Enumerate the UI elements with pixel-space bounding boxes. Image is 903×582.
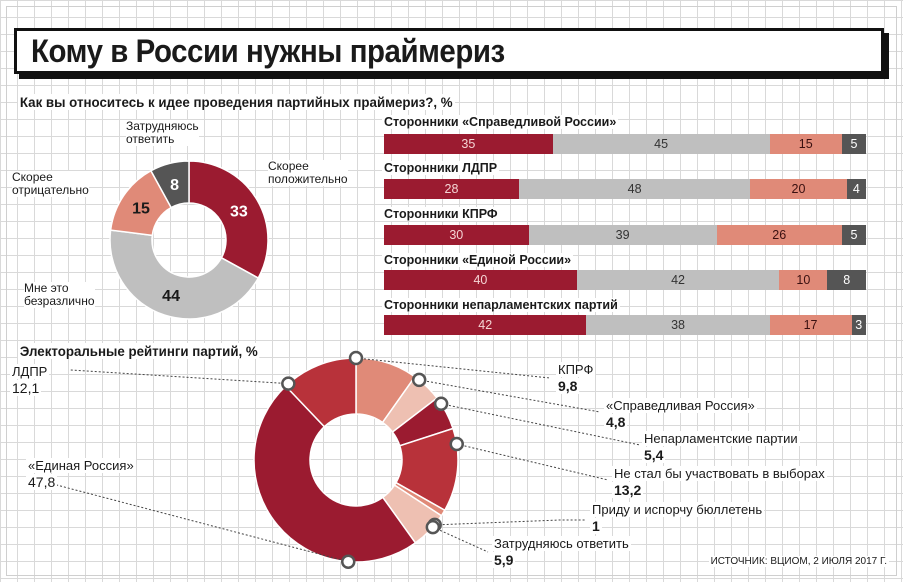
rating-name-ldpr: ЛДПР — [10, 364, 50, 379]
bar-segment-undecided: 4 — [846, 179, 866, 199]
bar-row-nonparl: 42 38 17 3 — [384, 315, 866, 335]
bar-segment-indifferent: 42 — [576, 270, 780, 290]
bar-segment-undecided: 5 — [841, 225, 866, 245]
rating-value-abstain: 13,2 — [612, 482, 644, 498]
rating-value-er: 47,8 — [26, 474, 58, 490]
bar-row-kprf: 30 39 26 5 — [384, 225, 866, 245]
attitude-slice-indifferent — [109, 229, 260, 320]
bar-segment-negative: 15 — [769, 134, 842, 154]
attitude-donut: 33 44 15 8 — [109, 160, 269, 320]
bar-label-sr: Сторонники «Справедливой России» — [382, 115, 619, 129]
rating-name-sr: «Справедливая Россия» — [604, 398, 757, 413]
bar-segment-positive: 42 — [384, 315, 587, 335]
bar-row-er: 40 42 10 8 — [384, 270, 866, 290]
bar-segment-positive: 28 — [384, 179, 519, 199]
leader-line-kprf — [355, 357, 551, 379]
rating-value-undecided: 5,9 — [492, 552, 516, 568]
bar-segment-undecided: 8 — [827, 270, 866, 290]
bar-segment-positive: 30 — [384, 225, 529, 245]
leader-dot-undecided — [425, 519, 441, 535]
source-note: ИСТОЧНИК: ВЦИОМ, 2 ИЮЛЯ 2017 Г. — [708, 556, 889, 567]
bar-segment-positive: 40 — [384, 270, 577, 290]
rating-value-nonparl: 5,4 — [642, 447, 666, 463]
leader-line-er — [29, 477, 349, 563]
bar-segment-negative: 10 — [779, 270, 828, 290]
leader-line-spoil — [434, 519, 586, 526]
bar-segment-indifferent: 45 — [552, 134, 770, 154]
title-box: Кому в России нужны праймериз — [14, 28, 884, 74]
donut-label-indifferent: Мне это безразлично — [24, 281, 95, 308]
attitude-slice-positive — [188, 160, 269, 280]
chart-frame — [6, 6, 897, 576]
leader-line-undecided — [432, 526, 489, 553]
leader-line-ldpr — [69, 369, 289, 385]
rating-value-kprf: 9,8 — [556, 378, 580, 394]
attitude-value-negative: 15 — [132, 200, 150, 217]
bar-row-ldpr: 28 48 20 4 — [384, 179, 866, 199]
donut-label-undecided: Затрудняюсь ответить — [126, 119, 199, 146]
leader-line-abstain — [456, 443, 609, 481]
ratings-section-title: Электоральные рейтинги партий, % — [18, 343, 260, 359]
bar-label-er: Сторонники «Единой России» — [382, 253, 574, 267]
leader-dot-nonparl — [433, 396, 449, 412]
leader-dot-abstain — [449, 436, 464, 452]
rating-name-undecided: Затрудняюсь ответить — [492, 536, 631, 551]
leader-line-sr — [419, 379, 601, 413]
bar-segment-undecided: 5 — [841, 134, 866, 154]
bar-label-kprf: Сторонники КПРФ — [382, 207, 500, 221]
bar-segment-indifferent: 39 — [528, 225, 717, 245]
donut-label-positive: Скорее положительно — [268, 159, 348, 186]
leader-dot-ldpr — [281, 376, 296, 391]
rating-name-abstain: Не стал бы участвовать в выборах — [612, 466, 827, 481]
leader-line-nonparl — [441, 403, 641, 446]
donut-label-negative: Скорее отрицательно — [12, 170, 89, 197]
rating-name-kprf: КПРФ — [556, 362, 596, 377]
bar-segment-undecided: 3 — [851, 315, 866, 335]
bar-segment-negative: 20 — [750, 179, 847, 199]
leader-dot-sr — [411, 372, 427, 388]
page-title: Кому в России нужны праймериз — [31, 33, 505, 69]
bar-label-ldpr: Сторонники ЛДПР — [382, 161, 500, 175]
leader-dot-er — [340, 554, 356, 569]
leader-dot-kprf — [348, 350, 364, 366]
bar-row-sr: 35 45 15 5 — [384, 134, 866, 154]
attitude-value-indifferent: 44 — [162, 288, 180, 305]
rating-value-sr: 4,8 — [604, 414, 628, 430]
bar-segment-positive: 35 — [384, 134, 553, 154]
attitude-section-title: Как вы относитесь к идее проведения парт… — [18, 94, 455, 110]
attitude-slice-undecided — [149, 160, 190, 209]
annotation-leaders — [29, 350, 641, 569]
bar-label-nonparl: Сторонники непарламентских партий — [382, 298, 620, 312]
rating-value-ldpr: 12,1 — [10, 380, 42, 396]
rating-value-spoil: 1 — [590, 518, 602, 534]
attitude-value-undecided: 8 — [170, 177, 179, 194]
rating-name-er: «Единая Россия» — [26, 458, 136, 473]
rating-slice-er — [253, 385, 417, 563]
bar-segment-indifferent: 48 — [518, 179, 751, 199]
attitude-value-positive: 33 — [230, 203, 248, 220]
rating-name-nonparl: Непарламентские партии — [642, 431, 800, 446]
bar-segment-negative: 17 — [769, 315, 852, 335]
bar-segment-negative: 26 — [716, 225, 842, 245]
rating-name-spoil: Приду и испорчу бюллетень — [590, 502, 765, 517]
bar-segment-indifferent: 38 — [586, 315, 770, 335]
